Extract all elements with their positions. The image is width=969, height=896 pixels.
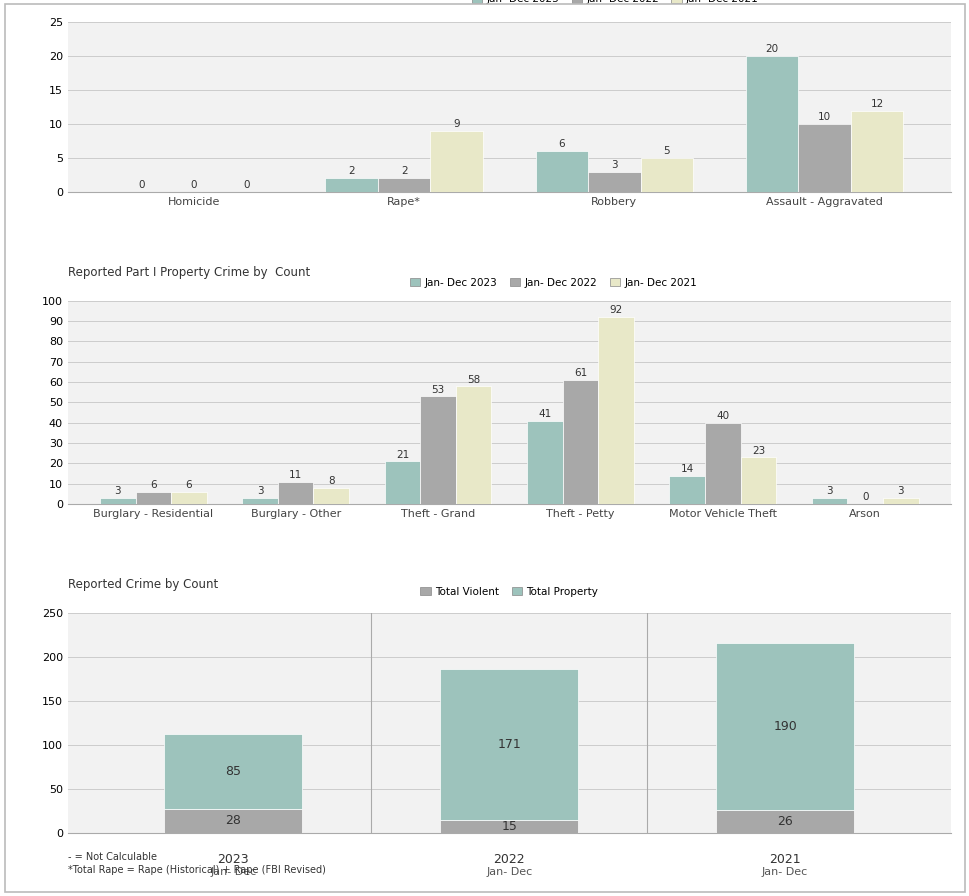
Text: 12: 12 <box>869 99 883 108</box>
Text: Reported Part I Property Crime by  Count: Reported Part I Property Crime by Count <box>68 266 310 279</box>
Text: 21: 21 <box>395 450 409 460</box>
Text: 6: 6 <box>150 480 156 490</box>
Text: 20: 20 <box>765 44 778 55</box>
Text: 0: 0 <box>243 180 250 190</box>
Text: *Total Rape = Rape (Historical) + Rape (FBI Revised): *Total Rape = Rape (Historical) + Rape (… <box>68 865 326 874</box>
Text: 61: 61 <box>574 368 586 378</box>
Text: Jan- Dec: Jan- Dec <box>210 866 256 877</box>
Text: 9: 9 <box>453 119 459 129</box>
Bar <box>797 125 850 192</box>
Text: - = Not Calculable: - = Not Calculable <box>68 852 157 862</box>
Text: 40: 40 <box>715 411 729 421</box>
Legend: Jan- Dec 2023, Jan- Dec 2022, Jan- Dec 2021: Jan- Dec 2023, Jan- Dec 2022, Jan- Dec 2… <box>467 0 762 9</box>
Text: 0: 0 <box>861 493 867 503</box>
Bar <box>745 56 797 192</box>
Text: 28: 28 <box>225 814 241 827</box>
Text: 0: 0 <box>138 180 144 190</box>
Text: 10: 10 <box>817 112 830 122</box>
Text: 26: 26 <box>776 815 792 828</box>
Text: Jan- Dec: Jan- Dec <box>762 866 807 877</box>
Text: 6: 6 <box>558 139 565 150</box>
Text: 3: 3 <box>896 487 903 496</box>
Bar <box>440 820 578 833</box>
Text: Jan- Dec: Jan- Dec <box>485 866 532 877</box>
Text: 15: 15 <box>501 820 516 833</box>
Bar <box>171 492 206 504</box>
Text: 3: 3 <box>610 159 617 169</box>
Bar <box>640 158 693 192</box>
Text: 14: 14 <box>680 464 693 474</box>
Bar <box>242 498 277 504</box>
Text: 2023: 2023 <box>217 853 249 866</box>
Text: 3: 3 <box>257 487 264 496</box>
Text: 2022: 2022 <box>493 853 524 866</box>
Text: 2021: 2021 <box>768 853 800 866</box>
Bar <box>535 151 587 192</box>
Bar <box>100 498 136 504</box>
Legend: Jan- Dec 2023, Jan- Dec 2022, Jan- Dec 2021: Jan- Dec 2023, Jan- Dec 2022, Jan- Dec 2… <box>405 273 701 292</box>
Bar <box>455 386 491 504</box>
Legend: Total Violent, Total Property: Total Violent, Total Property <box>416 583 602 601</box>
Bar <box>704 423 740 504</box>
Text: 3: 3 <box>826 487 832 496</box>
Text: 3: 3 <box>114 487 121 496</box>
Bar <box>740 457 775 504</box>
Text: 2: 2 <box>400 167 407 177</box>
Bar <box>136 492 171 504</box>
Bar <box>715 642 853 810</box>
Bar <box>882 498 918 504</box>
Text: 85: 85 <box>225 764 241 778</box>
Text: 41: 41 <box>538 409 551 419</box>
Text: 53: 53 <box>431 384 444 394</box>
Bar <box>811 498 847 504</box>
Bar <box>850 110 902 192</box>
Text: 0: 0 <box>191 180 197 190</box>
Text: 8: 8 <box>328 476 334 487</box>
Text: 11: 11 <box>289 470 302 480</box>
Text: 2: 2 <box>348 167 355 177</box>
Bar <box>587 171 640 192</box>
Text: 6: 6 <box>185 480 192 490</box>
Bar <box>430 131 483 192</box>
Bar <box>562 380 598 504</box>
Text: 5: 5 <box>663 146 670 156</box>
Bar <box>526 421 562 504</box>
Bar <box>313 487 349 504</box>
Text: 171: 171 <box>497 738 520 751</box>
Text: 23: 23 <box>751 445 765 456</box>
Bar <box>165 734 302 808</box>
Text: 92: 92 <box>609 306 622 315</box>
Bar <box>440 669 578 820</box>
Bar <box>325 178 378 192</box>
Bar <box>715 810 853 833</box>
Text: 58: 58 <box>466 375 480 384</box>
Bar <box>277 482 313 504</box>
Text: Reported Crime by Count: Reported Crime by Count <box>68 578 218 590</box>
Bar <box>378 178 430 192</box>
Bar <box>165 808 302 833</box>
Text: 190: 190 <box>772 720 797 733</box>
Bar <box>420 396 455 504</box>
Bar <box>598 317 633 504</box>
Bar <box>385 461 420 504</box>
Bar <box>669 476 704 504</box>
